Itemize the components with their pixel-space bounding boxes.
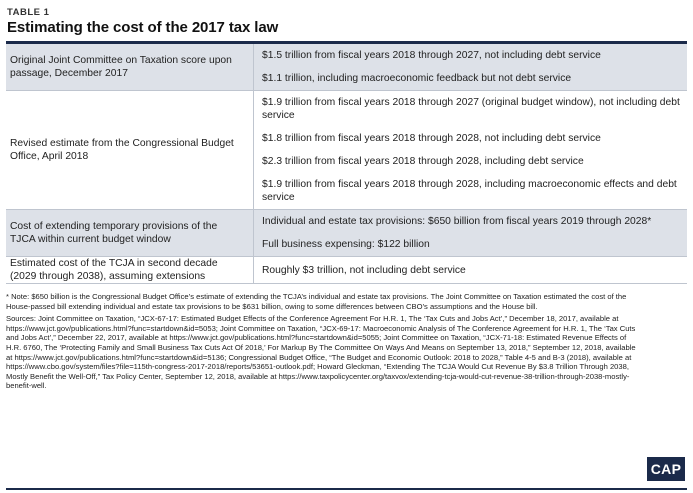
detail-line: Individual and estate tax provisions: $6…: [262, 216, 652, 227]
table-number: TABLE 1: [7, 7, 50, 18]
row-details: $1.9 trillion from fiscal years 2018 thr…: [253, 90, 687, 210]
row-label: Original Joint Committee on Taxation sco…: [6, 44, 254, 91]
cap-logo: CAP: [647, 457, 685, 481]
bottom-rule: [6, 488, 687, 490]
row-details: Individual and estate tax provisions: $6…: [253, 209, 687, 257]
sources: Sources: Joint Committee on Taxation, “J…: [6, 314, 636, 391]
table-row: Cost of extending temporary provisions o…: [6, 209, 687, 257]
row-label: Estimated cost of the TCJA in second dec…: [6, 256, 254, 284]
detail-line: $1.5 trillion from fiscal years 2018 thr…: [262, 50, 601, 61]
detail-line: $1.9 trillion from fiscal years 2018 thr…: [262, 97, 680, 121]
detail-line: $1.1 trillion, including macroeconomic f…: [262, 73, 572, 84]
table-row: Estimated cost of the TCJA in second dec…: [6, 256, 687, 284]
detail-line: $2.3 trillion from fiscal years 2018 thr…: [262, 156, 584, 167]
table-title: Estimating the cost of the 2017 tax law: [7, 19, 279, 36]
row-details: $1.5 trillion from fiscal years 2018 thr…: [253, 44, 687, 91]
table-row: Original Joint Committee on Taxation sco…: [6, 44, 687, 91]
detail-line: Full business expensing: $122 billion: [262, 239, 430, 250]
row-label: Revised estimate from the Congressional …: [6, 90, 254, 210]
detail-line: $1.9 trillion from fiscal years 2018 thr…: [262, 179, 677, 203]
detail-line: $1.8 trillion from fiscal years 2018 thr…: [262, 133, 601, 144]
table-row: Revised estimate from the Congressional …: [6, 90, 687, 210]
detail-line: Roughly $3 trillion, not including debt …: [262, 264, 466, 276]
table-notes: * Note: $650 billion is the Congressiona…: [6, 292, 687, 391]
row-label: Cost of extending temporary provisions o…: [6, 209, 254, 257]
cost-estimates-table: Original Joint Committee on Taxation sco…: [6, 44, 687, 284]
top-rule: [6, 41, 687, 44]
row-details: Roughly $3 trillion, not including debt …: [253, 256, 687, 284]
footnote: * Note: $650 billion is the Congressiona…: [6, 292, 627, 311]
